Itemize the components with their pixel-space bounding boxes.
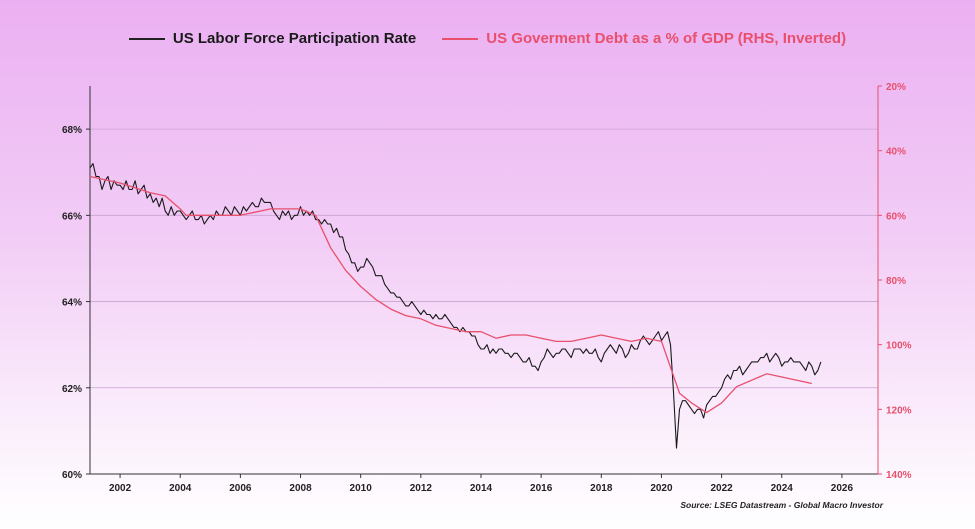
right-tick-label-2: 60%	[886, 211, 906, 222]
x-tick-label-8: 2018	[590, 483, 613, 494]
legend-item-labor-force: US Labor Force Participation Rate	[128, 30, 417, 47]
chart-legend: US Labor Force Participation Rate US Gov…	[0, 30, 975, 47]
source-note: Source: LSEG Datastream - Global Macro I…	[680, 500, 883, 510]
right-tick-label-4: 100%	[886, 341, 912, 352]
left-tick-label-2: 64%	[62, 298, 82, 309]
x-tick-label-1: 2004	[169, 483, 192, 494]
x-tick-label-12: 2026	[831, 483, 854, 494]
left-tick-label-3: 66%	[62, 211, 82, 222]
left-tick-label-1: 62%	[62, 384, 82, 395]
x-tick-label-3: 2008	[289, 483, 312, 494]
x-tick-label-2: 2006	[229, 483, 252, 494]
legend-label-debt-gdp: US Goverment Debt as a % of GDP (RHS, In…	[486, 30, 847, 47]
legend-swatch-labor-force	[128, 37, 165, 40]
left-tick-label-4: 68%	[62, 125, 82, 136]
x-tick-label-0: 2002	[109, 483, 132, 494]
right-tick-label-6: 140%	[886, 470, 912, 481]
series-line-debt-gdp	[89, 175, 812, 414]
left-tick-label-0: 60%	[62, 470, 82, 481]
x-tick-label-6: 2014	[470, 483, 493, 494]
right-tick-label-1: 40%	[886, 147, 906, 158]
legend-item-debt-gdp: US Goverment Debt as a % of GDP (RHS, In…	[442, 30, 846, 47]
series-line-labor-force	[89, 163, 822, 449]
x-tick-label-10: 2022	[710, 483, 733, 494]
legend-label-labor-force: US Labor Force Participation Rate	[172, 30, 417, 47]
legend-swatch-debt-gdp	[442, 37, 479, 40]
right-tick-label-0: 20%	[886, 82, 906, 93]
right-tick-label-3: 80%	[886, 276, 906, 287]
x-tick-label-11: 2024	[771, 483, 794, 494]
x-tick-label-4: 2010	[350, 483, 373, 494]
right-tick-label-5: 120%	[886, 405, 912, 416]
x-tick-label-7: 2016	[530, 483, 553, 494]
x-tick-label-9: 2020	[650, 483, 673, 494]
x-tick-label-5: 2012	[410, 483, 433, 494]
